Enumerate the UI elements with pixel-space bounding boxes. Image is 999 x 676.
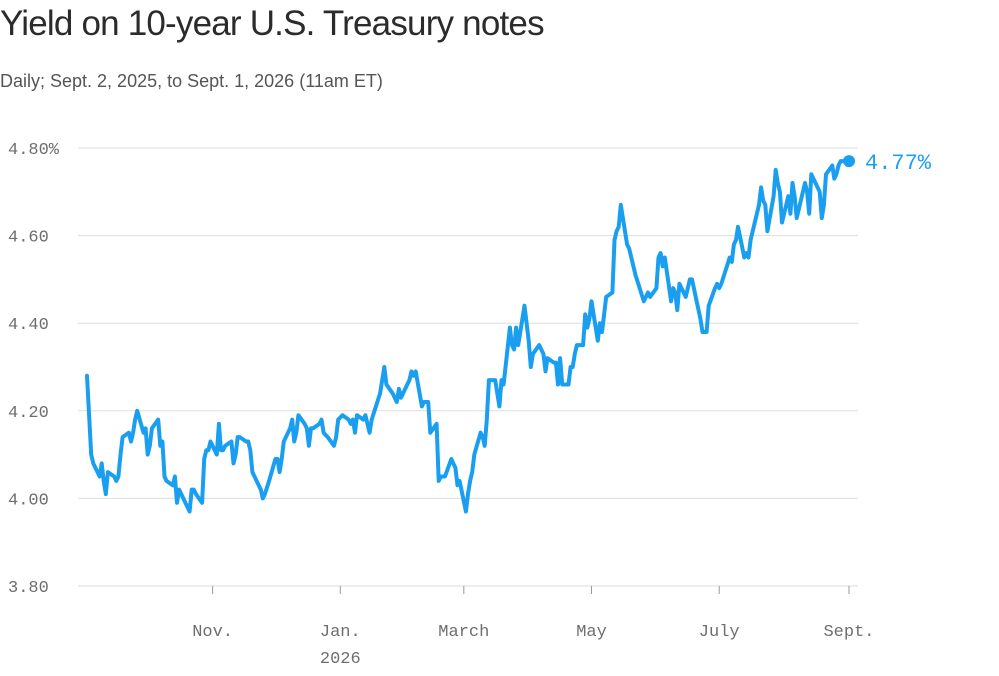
x-tick-sublabel: 2026 <box>320 650 361 669</box>
y-axis-ticks: 4.80% 4.60 4.40 4.20 4.00 3.80 <box>8 141 60 598</box>
y-tick-label: 4.40 <box>8 316 49 335</box>
chart-title: Yield on 10-year U.S. Treasury notes <box>0 4 545 43</box>
x-tick-label: Jan. <box>320 623 361 642</box>
series-line-yield <box>85 159 851 514</box>
y-tick-label: 4.20 <box>8 404 49 423</box>
y-tick-label: 4.80% <box>8 141 60 160</box>
x-tick-label: July <box>699 623 740 642</box>
y-tick-label: 4.00 <box>8 491 49 510</box>
x-tick-label: March <box>438 623 489 642</box>
gridlines <box>78 147 858 587</box>
x-axis-ticks: Nov. Jan. 2026 March May July Sept. <box>192 586 875 669</box>
y-tick-label: 3.80 <box>8 579 49 598</box>
end-point-dot <box>843 155 855 168</box>
series-lines <box>85 159 851 514</box>
y-tick-label: 4.60 <box>8 229 49 248</box>
end-value-label: 4.77% <box>865 151 932 176</box>
x-tick-label: May <box>576 623 607 642</box>
x-tick-label: Sept. <box>823 623 874 642</box>
x-tick-label: Nov. <box>192 623 233 642</box>
end-marker: 4.77% <box>843 151 932 176</box>
chart-subtitle: Daily; Sept. 2, 2025, to Sept. 1, 2026 (… <box>0 71 383 91</box>
